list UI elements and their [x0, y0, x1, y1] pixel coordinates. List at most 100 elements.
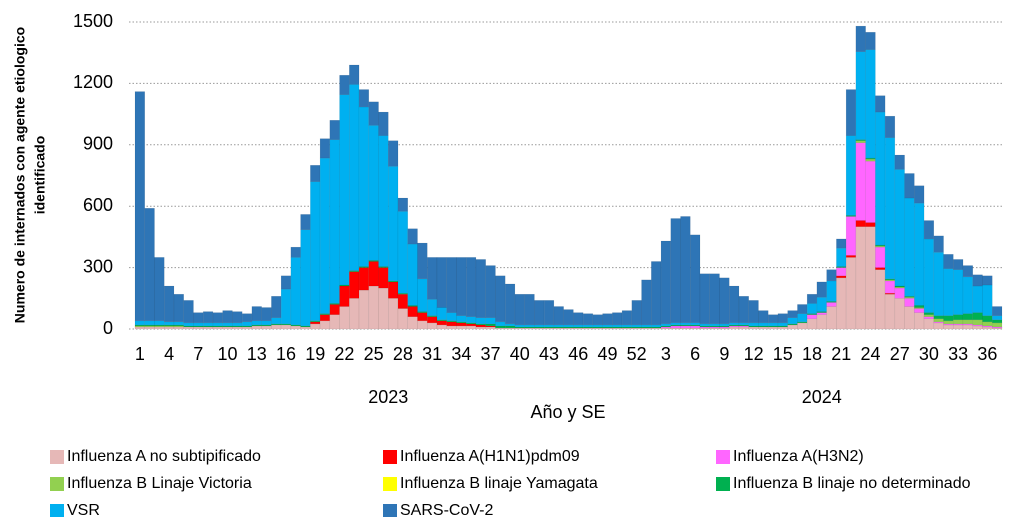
bar-segment — [875, 269, 886, 330]
legend-swatch — [383, 477, 397, 491]
bar-segment — [543, 324, 555, 328]
bar-segment — [193, 326, 204, 330]
bar-segment — [826, 280, 837, 302]
bar-segment — [660, 323, 672, 327]
bar-segment — [972, 285, 983, 313]
bar-segment — [865, 222, 876, 227]
bar-segment — [251, 306, 262, 322]
bar-segment — [202, 311, 214, 324]
bar-segment — [797, 304, 808, 314]
bar-segment — [319, 157, 331, 314]
bar-segment — [855, 142, 866, 221]
y-axis-title: Numero de internados con agente etiologi… — [12, 27, 28, 323]
x-tick-label: 31 — [422, 344, 442, 364]
bar-segment — [426, 299, 438, 316]
bar-segment — [163, 326, 175, 330]
bar-segment — [884, 280, 896, 294]
x-tick-label: 24 — [860, 344, 880, 364]
bar-segment — [563, 324, 574, 328]
bar-segment — [465, 257, 477, 317]
bar-segment — [456, 315, 467, 323]
bar-segment — [855, 140, 866, 144]
x-axis-title: Año y SE — [530, 402, 605, 422]
bar-segment — [368, 125, 379, 261]
bar-segment — [914, 185, 925, 204]
bar-segment — [426, 316, 438, 324]
bar-segment — [914, 312, 925, 330]
bar-segment — [826, 269, 837, 282]
bar-segment — [699, 323, 711, 327]
bar-segment — [514, 293, 525, 326]
bar-segment — [845, 216, 857, 256]
bar-segment — [280, 275, 292, 290]
bar-segment — [329, 119, 340, 140]
bar-segment — [728, 285, 740, 324]
bar-segment — [953, 319, 964, 325]
bar-segment — [446, 257, 457, 313]
bar-segment — [475, 317, 486, 325]
bar-segment — [280, 324, 292, 330]
bar-segment — [407, 306, 418, 317]
bar-segment — [397, 211, 409, 294]
bar-segment — [709, 273, 720, 325]
bar-segment — [660, 240, 672, 325]
bar-segment — [310, 323, 321, 330]
bar-segment — [728, 326, 740, 330]
y-tick-label: 900 — [83, 134, 113, 154]
bar-segment — [884, 137, 896, 280]
bar-segment — [232, 311, 243, 324]
bar-segment — [378, 287, 389, 330]
bar-segment — [933, 322, 944, 330]
bar-segment — [319, 138, 331, 159]
bar-segment — [154, 320, 165, 326]
bar-segment — [417, 242, 428, 280]
bar-segment — [407, 228, 418, 245]
bar-segment — [202, 322, 214, 327]
bar-segment — [436, 257, 447, 308]
x-tick-label: 1 — [135, 344, 145, 364]
y-tick-label: 600 — [83, 195, 113, 215]
bar-segment — [573, 312, 584, 326]
bar-segment — [290, 257, 301, 326]
bar-segment — [670, 322, 681, 326]
legend-swatch — [383, 504, 397, 517]
bar-segment — [339, 74, 350, 95]
bar-segment — [280, 288, 292, 325]
bar-segment — [631, 300, 642, 326]
bar-segment — [875, 95, 886, 113]
bar-segment — [407, 316, 418, 330]
bar-segment — [319, 320, 331, 330]
bar-segment — [875, 111, 886, 246]
bar-segment — [397, 293, 409, 309]
bar-segment — [836, 267, 847, 277]
bar-segment — [709, 323, 720, 327]
bar-segment — [534, 324, 545, 328]
bar-segment — [972, 312, 983, 321]
y-axis-title: identificado — [32, 136, 48, 215]
bar-segment — [865, 226, 876, 330]
bar-segment — [368, 285, 379, 330]
x-tick-label: 19 — [305, 344, 325, 364]
bar-segment — [222, 322, 233, 327]
bar-segment — [183, 326, 194, 330]
bar-segment — [816, 281, 827, 298]
bar-segment — [436, 320, 447, 326]
bar-segment — [417, 320, 428, 330]
bar-segment — [884, 293, 896, 330]
bar-segment — [758, 322, 769, 327]
bar-segment — [504, 325, 516, 329]
bar-segment — [602, 324, 613, 328]
bar-segment — [972, 274, 983, 287]
bar-segment — [826, 306, 837, 330]
bar-segment — [738, 322, 749, 326]
bar-segment — [719, 323, 730, 327]
x-tick-label: 6 — [690, 344, 700, 364]
bar-segment — [241, 321, 253, 327]
bar-segment — [173, 326, 184, 330]
bar-segment — [943, 324, 954, 330]
bar-segment — [943, 315, 954, 322]
bar-segment — [923, 318, 935, 330]
bar-segment — [612, 324, 623, 328]
bar-segment — [378, 267, 389, 289]
